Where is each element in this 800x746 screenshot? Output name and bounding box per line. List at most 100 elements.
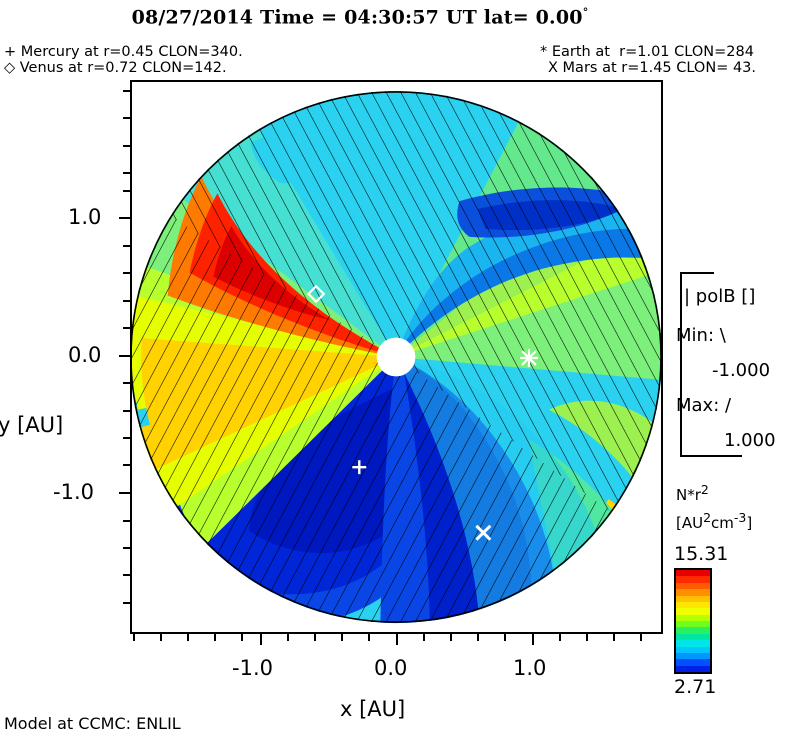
- colorbar-quantity-label: N*r2: [676, 482, 709, 504]
- y-tick-minor: [123, 327, 130, 329]
- colorbar-band-8: [676, 621, 710, 628]
- y-tick-major: [119, 355, 130, 357]
- planet-info-mercury: + Mercury at r=0.45 CLON=340.: [4, 44, 243, 60]
- x-tick-minor: [450, 634, 452, 641]
- y-tick-minor: [123, 300, 130, 302]
- polarity-hatch-negative: [132, 211, 397, 460]
- colorbar-band-3: [676, 589, 710, 596]
- colorbar-units-exponent-1: 2: [703, 510, 712, 525]
- x-tick-minor: [314, 634, 316, 641]
- colorbar-units-exponent-2: -3: [733, 510, 747, 525]
- planet-info-mars: X Mars at r=1.45 CLON= 43.: [548, 60, 757, 76]
- x-tick-minor: [504, 634, 506, 641]
- x-tick-minor: [613, 634, 615, 641]
- colorbar-quantity-exponent: 2: [700, 482, 709, 497]
- y-tick-minor: [123, 410, 130, 412]
- y-tick-minor: [123, 437, 130, 439]
- legend-left-border: [680, 272, 682, 457]
- colorbar-units-prefix: [AU: [676, 514, 704, 532]
- colorbar-band-4: [676, 595, 710, 602]
- y-axis-label-neg1: -1.0: [53, 480, 94, 504]
- polarity-min-label: Min: \: [676, 325, 726, 346]
- colorbar-band-11: [676, 640, 710, 647]
- marker-earth: [520, 349, 538, 367]
- y-tick-major: [119, 217, 130, 219]
- x-tick-minor: [640, 634, 642, 641]
- colorbar-band-1: [676, 576, 710, 583]
- colorbar-units-label: [AU2cm-3]: [676, 510, 752, 532]
- x-tick-minor: [477, 634, 479, 641]
- colorbar-band-14: [676, 659, 710, 666]
- x-axis-title: x [AU]: [340, 697, 406, 721]
- colorbar-band-10: [676, 633, 710, 641]
- x-tick-minor: [187, 634, 189, 641]
- y-axis-title: y [AU]: [0, 413, 64, 437]
- y-tick-minor: [123, 272, 130, 274]
- marker-mercury: [352, 460, 367, 475]
- y-tick-minor: [123, 190, 130, 192]
- page-title: 08/27/2014 Time = 04:30:57 UT lat= 0.00°: [0, 6, 720, 28]
- sun-marker: [376, 337, 416, 377]
- y-tick-minor: [123, 464, 130, 466]
- x-tick-major: [260, 634, 262, 645]
- x-axis-label-neg1: -1.0: [232, 656, 273, 680]
- polarity-legend-title: | polB []: [684, 286, 756, 307]
- colorbar-band-7: [676, 614, 710, 621]
- x-tick-minor: [368, 634, 370, 641]
- colorbar-units-middle: cm: [711, 514, 734, 532]
- planet-info-venus: ◇ Venus at r=0.72 CLON=142.: [4, 60, 227, 76]
- legend-divider-bottom: [680, 455, 742, 457]
- plot-frame: [130, 80, 663, 634]
- x-tick-major: [396, 634, 398, 645]
- x-tick-minor: [287, 634, 289, 641]
- y-tick-minor: [123, 602, 130, 604]
- model-attribution: Model at CCMC: ENLIL: [4, 714, 181, 733]
- x-axis-label-pos1: 1.0: [513, 656, 547, 680]
- degree-symbol: °: [582, 6, 589, 19]
- y-tick-minor: [123, 574, 130, 576]
- x-tick-minor: [341, 634, 343, 641]
- y-axis-label-0: 0.0: [68, 343, 102, 367]
- colorbar-band-6: [676, 608, 710, 615]
- colorbar-band-13: [676, 652, 710, 660]
- x-tick-minor: [214, 634, 216, 641]
- planet-info-earth: * Earth at r=1.01 CLON=284: [540, 44, 754, 60]
- colorbar-band-12: [676, 646, 710, 653]
- colorbar-min-value: 2.71: [674, 676, 717, 698]
- y-axis-label-pos1: 1.0: [68, 205, 102, 229]
- colorbar-band-5: [676, 601, 710, 609]
- heliosphere-density-map: [132, 90, 661, 624]
- x-tick-minor: [586, 634, 588, 641]
- polarity-hatch-positive: [161, 90, 430, 357]
- y-tick-minor: [123, 245, 130, 247]
- colorbar-quantity-text: N*r: [676, 486, 701, 504]
- polarity-max-label: Max: /: [676, 395, 732, 416]
- x-tick-minor: [160, 634, 162, 641]
- polarity-min-value: -1.000: [712, 360, 771, 381]
- y-tick-minor: [123, 520, 130, 522]
- y-tick-minor: [123, 117, 130, 119]
- colorbar-max-value: 15.31: [674, 543, 729, 565]
- y-tick-minor: [123, 172, 130, 174]
- colorbar-band-9: [676, 627, 710, 634]
- x-tick-minor: [241, 634, 243, 641]
- y-tick-minor: [123, 145, 130, 147]
- y-tick-minor: [123, 90, 130, 92]
- colorbar-band-15: [676, 665, 710, 672]
- legend-divider-top: [680, 272, 714, 274]
- polarity-max-value: 1.000: [724, 430, 776, 451]
- colorbar-units-suffix: ]: [746, 514, 753, 532]
- x-axis-label-0: 0.0: [374, 656, 408, 680]
- x-tick-minor: [133, 634, 135, 641]
- x-tick-major: [532, 634, 534, 645]
- colorbar-band-2: [676, 582, 710, 590]
- marker-mars: [475, 524, 492, 541]
- y-tick-minor: [123, 547, 130, 549]
- y-tick-minor: [123, 382, 130, 384]
- page-title-text: 08/27/2014 Time = 04:30:57 UT lat= 0.00: [131, 6, 583, 29]
- colorbar-band-0: [676, 570, 710, 577]
- x-tick-minor: [559, 634, 561, 641]
- colorbar: [674, 568, 712, 674]
- y-tick-major: [119, 492, 130, 494]
